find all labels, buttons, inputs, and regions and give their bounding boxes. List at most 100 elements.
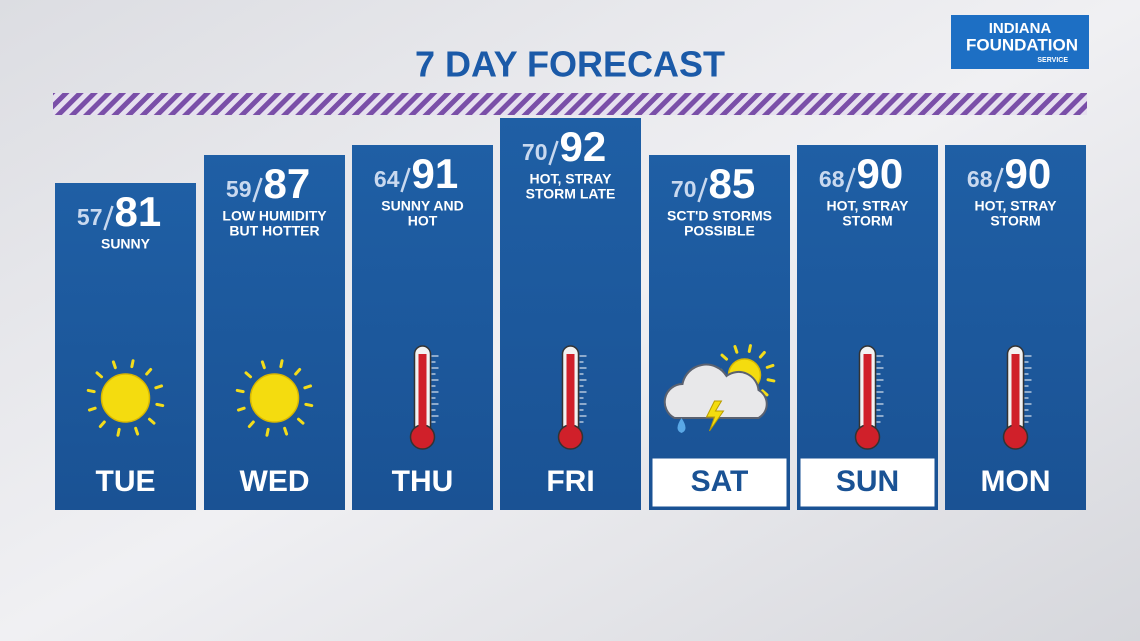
description: LOW HUMIDITY bbox=[222, 208, 327, 224]
day-name: WED bbox=[240, 465, 310, 498]
day-name: FRI bbox=[546, 465, 594, 498]
logo-text: SERVICE bbox=[1037, 57, 1068, 64]
low-temp: 68 bbox=[967, 166, 993, 192]
high-temp: 85 bbox=[709, 160, 756, 207]
low-temp: 70 bbox=[671, 176, 697, 202]
logo-text: FOUNDATION bbox=[966, 35, 1078, 54]
description: HOT, STRAY bbox=[975, 198, 1058, 214]
logo-box bbox=[951, 15, 1089, 69]
high-temp: 92 bbox=[560, 123, 607, 170]
temp-separator bbox=[252, 177, 263, 203]
sun-ray bbox=[265, 427, 270, 437]
sun-ray bbox=[747, 344, 752, 353]
sun-ray bbox=[236, 406, 246, 412]
day-name: MON bbox=[981, 465, 1051, 498]
low-temp: 70 bbox=[522, 139, 548, 165]
sun-ray bbox=[244, 371, 253, 379]
title: 7 DAY FORECAST bbox=[415, 44, 725, 85]
thermometer-fill bbox=[418, 354, 427, 434]
thermometer-fill bbox=[863, 354, 872, 434]
description: STORM bbox=[842, 213, 892, 229]
sun bbox=[100, 373, 151, 423]
column bbox=[649, 155, 790, 510]
sun-ray bbox=[235, 388, 245, 394]
description: HOT bbox=[408, 213, 438, 229]
low-temp: 64 bbox=[374, 166, 400, 192]
description: SUNNY bbox=[101, 236, 151, 252]
day-name: THU bbox=[392, 465, 454, 498]
sun-ray bbox=[758, 351, 766, 359]
temp-separator bbox=[993, 167, 1004, 193]
sun-ray bbox=[766, 378, 776, 383]
sun-ray bbox=[304, 402, 314, 408]
sun-ray bbox=[147, 417, 156, 425]
sun-ray bbox=[95, 371, 104, 379]
sun bbox=[249, 373, 300, 423]
high-temp: 90 bbox=[1005, 150, 1052, 197]
low-temp: 59 bbox=[226, 176, 252, 202]
description: STORM LATE bbox=[526, 186, 616, 202]
stripe-band bbox=[53, 93, 1087, 115]
temp-separator bbox=[103, 205, 114, 231]
description: HOT, STRAY bbox=[530, 171, 613, 187]
sun-ray bbox=[279, 359, 284, 369]
high-temp: 81 bbox=[115, 188, 162, 235]
column bbox=[55, 183, 196, 510]
logo: INDIANA FOUNDATION SERVICE bbox=[951, 15, 1089, 69]
sun-ray bbox=[130, 359, 135, 369]
description: BUT HOTTER bbox=[229, 223, 319, 239]
low-temp: 57 bbox=[77, 204, 103, 230]
description: HOT, STRAY bbox=[827, 198, 910, 214]
high-temp: 91 bbox=[412, 150, 459, 197]
sun-ray bbox=[155, 402, 165, 408]
temp-separator bbox=[548, 140, 559, 166]
temp-separator bbox=[400, 167, 411, 193]
sun-ray bbox=[116, 427, 121, 437]
sun-ray bbox=[760, 389, 769, 397]
sun-ray bbox=[145, 368, 153, 376]
high-temp: 90 bbox=[857, 150, 904, 197]
lightning bbox=[705, 400, 725, 432]
day-name: SAT bbox=[691, 465, 749, 498]
sun-ray bbox=[154, 384, 164, 390]
temp-separator bbox=[697, 177, 708, 203]
high-temp: 87 bbox=[264, 160, 311, 207]
sun-ray bbox=[260, 360, 266, 370]
sun-ray bbox=[296, 417, 305, 425]
sun-ray bbox=[111, 360, 117, 370]
temp-separator bbox=[845, 167, 856, 193]
sun-ray bbox=[98, 420, 106, 428]
day-highlight bbox=[651, 457, 788, 508]
sun-ray bbox=[733, 345, 739, 354]
day-name: SUN bbox=[836, 465, 899, 498]
description: SCT'D STORMS bbox=[667, 208, 772, 224]
day-highlight bbox=[799, 457, 936, 508]
day-name: TUE bbox=[96, 465, 156, 498]
raindrop bbox=[677, 418, 686, 433]
column bbox=[204, 155, 345, 510]
cloud bbox=[663, 363, 768, 419]
description: SUNNY AND bbox=[381, 198, 463, 214]
sun-ray bbox=[303, 384, 313, 390]
low-temp: 68 bbox=[819, 166, 845, 192]
thermometer-fill bbox=[566, 354, 575, 434]
description: STORM bbox=[990, 213, 1040, 229]
sun-ray bbox=[765, 363, 775, 369]
thermometer-fill bbox=[1011, 354, 1020, 434]
sun-ray bbox=[134, 426, 140, 436]
logo-text: INDIANA bbox=[989, 20, 1052, 37]
description: POSSIBLE bbox=[684, 223, 755, 239]
sun-ray bbox=[87, 406, 97, 412]
sun-ray bbox=[720, 353, 729, 361]
sun-ray bbox=[283, 426, 289, 436]
